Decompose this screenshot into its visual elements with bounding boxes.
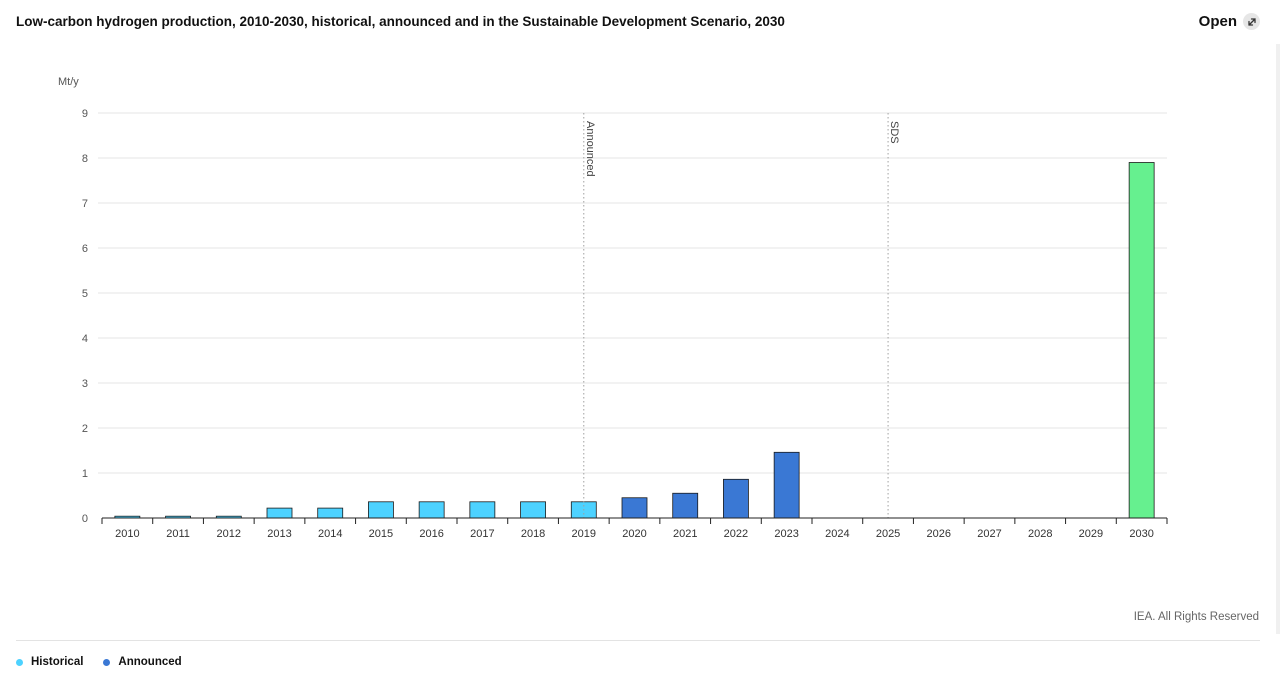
y-tick-label: 0 bbox=[82, 513, 88, 525]
bar bbox=[266, 507, 293, 519]
bar bbox=[469, 501, 496, 519]
legend: Historical Announced bbox=[16, 656, 182, 668]
x-tick-label: 2022 bbox=[724, 528, 748, 540]
x-tick-label: 2024 bbox=[825, 528, 849, 540]
chart-title: Low-carbon hydrogen production, 2010-203… bbox=[16, 14, 785, 29]
open-button[interactable]: Open bbox=[1199, 13, 1260, 30]
x-tick-label: 2016 bbox=[419, 528, 443, 540]
legend-dot-announced bbox=[103, 658, 111, 666]
annotation-label: Announced bbox=[584, 121, 596, 177]
bar bbox=[672, 492, 699, 519]
y-tick-label: 9 bbox=[82, 108, 88, 120]
expand-arrow-icon bbox=[1243, 13, 1260, 30]
x-tick-label: 2025 bbox=[876, 528, 900, 540]
y-tick-label: 8 bbox=[82, 153, 88, 165]
x-tick-label: 2030 bbox=[1129, 528, 1153, 540]
x-tick-label: 2028 bbox=[1028, 528, 1052, 540]
legend-dot-historical bbox=[16, 658, 23, 666]
y-tick-label: 2 bbox=[82, 423, 88, 435]
x-tick-label: 2026 bbox=[927, 528, 951, 540]
bar bbox=[418, 501, 445, 519]
x-tick-label: 2020 bbox=[622, 528, 646, 540]
x-tick-label: 2011 bbox=[166, 528, 190, 540]
x-tick-label: 2023 bbox=[774, 528, 798, 540]
y-tick-label: 7 bbox=[82, 198, 88, 210]
scrollbar-track[interactable] bbox=[1276, 44, 1280, 634]
x-tick-label: 2013 bbox=[267, 528, 291, 540]
bar bbox=[368, 501, 394, 519]
legend-item-announced[interactable]: Announced bbox=[103, 656, 182, 668]
y-tick-label: 4 bbox=[82, 333, 88, 345]
open-label: Open bbox=[1198, 13, 1237, 30]
x-tick-label: 2017 bbox=[470, 528, 494, 540]
bar bbox=[520, 501, 546, 519]
x-tick-label: 2029 bbox=[1079, 528, 1103, 540]
bar bbox=[773, 451, 800, 519]
bar bbox=[1128, 162, 1155, 519]
x-tick-label: 2010 bbox=[115, 528, 139, 540]
y-tick-label: 1 bbox=[82, 468, 88, 480]
legend-item-historical[interactable]: Historical bbox=[16, 656, 83, 668]
x-tick-label: 2027 bbox=[977, 528, 1001, 540]
x-tick-label: 2018 bbox=[521, 528, 545, 540]
x-tick-label: 2012 bbox=[217, 528, 241, 540]
bar-chart: 0 1 2 3 4 5 6 7 8 9 Mt/y Announced SDS 2010 2011 2012 20… bbox=[58, 76, 1168, 540]
bar bbox=[621, 497, 648, 519]
x-tick-label: 2015 bbox=[369, 528, 393, 540]
footer-divider bbox=[16, 640, 1260, 641]
y-tick-label: 6 bbox=[82, 243, 88, 255]
bar bbox=[723, 478, 749, 519]
y-axis-label: Mt/y bbox=[58, 76, 79, 88]
x-tick-label: 2014 bbox=[318, 528, 342, 540]
legend-label-historical: Historical bbox=[31, 656, 84, 668]
y-tick-label: 5 bbox=[82, 288, 88, 300]
x-tick-label: 2021 bbox=[673, 528, 697, 540]
copyright-credit: IEA. All Rights Reserved bbox=[1133, 611, 1259, 623]
annotation-label: SDS bbox=[888, 121, 900, 144]
bar bbox=[317, 507, 344, 519]
legend-label-announced: Announced bbox=[118, 656, 182, 668]
y-tick-label: 3 bbox=[82, 378, 88, 390]
x-tick-label: 2019 bbox=[572, 528, 596, 540]
